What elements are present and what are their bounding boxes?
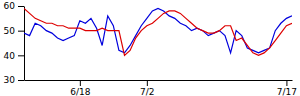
- x-tick-label: 6/18: [70, 87, 90, 96]
- y-tick: 50: [4, 26, 24, 36]
- y-tick-mark: [18, 80, 24, 81]
- x-tick-label: 7/2: [140, 87, 154, 96]
- x-tick-mark: [286, 80, 287, 86]
- y-tick-label: 30: [4, 75, 16, 85]
- x-tick-label: 7/17: [277, 87, 297, 96]
- series-group: [24, 8, 292, 55]
- series-line: [24, 8, 292, 55]
- series-line: [24, 8, 292, 52]
- x-axis-line: [25, 80, 293, 81]
- y-axis-line: [24, 7, 25, 81]
- x-tick: 6/18: [70, 80, 90, 96]
- plot: 6/18 7/2 7/17 30 40 50 60: [4, 1, 297, 96]
- y-tick-mark: [18, 31, 24, 32]
- x-tick-mark: [80, 80, 81, 86]
- x-axis: 6/18 7/2 7/17: [25, 80, 298, 96]
- y-tick-mark: [18, 6, 24, 7]
- x-tick: 7/17: [277, 80, 297, 96]
- chart: 6/18 7/2 7/17 30 40 50 60: [0, 0, 300, 96]
- y-tick: 30: [4, 75, 24, 85]
- y-tick: 40: [4, 51, 24, 61]
- y-axis: 30 40 50 60: [4, 1, 25, 85]
- y-tick: 60: [4, 1, 24, 11]
- y-tick-label: 50: [4, 26, 16, 36]
- x-tick: 7/2: [140, 80, 154, 96]
- x-tick-mark: [147, 80, 148, 86]
- y-tick-label: 60: [4, 1, 16, 11]
- y-tick-label: 40: [4, 51, 16, 61]
- y-tick-mark: [18, 55, 24, 56]
